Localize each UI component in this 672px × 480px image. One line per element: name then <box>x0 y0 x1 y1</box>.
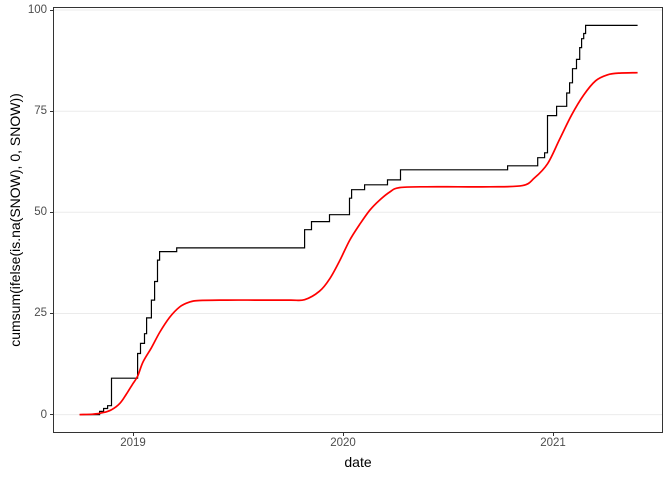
cumulative-snow-step-line <box>79 24 638 416</box>
x-tick-mark <box>553 433 554 436</box>
plot-lines-svg <box>54 9 662 416</box>
y-tick-label: 50 <box>34 206 47 218</box>
y-tick-mark <box>50 10 53 11</box>
smoothed-trend-line <box>79 71 638 416</box>
x-tick-label: 2021 <box>540 437 566 449</box>
y-tick-mark <box>50 313 53 314</box>
plot-panel <box>53 7 663 433</box>
y-tick-label: 25 <box>34 307 47 319</box>
y-tick-label: 75 <box>34 105 47 117</box>
x-tick-mark <box>343 433 344 436</box>
y-tick-label: 100 <box>27 4 47 16</box>
x-axis-title: date <box>344 454 372 470</box>
y-tick-mark <box>50 414 53 415</box>
y-tick-label: 0 <box>40 409 47 421</box>
x-tick-mark <box>133 433 134 436</box>
x-tick-label: 2020 <box>330 437 356 449</box>
y-tick-mark <box>50 212 53 213</box>
x-tick-label: 2019 <box>120 437 146 449</box>
y-tick-mark <box>50 111 53 112</box>
